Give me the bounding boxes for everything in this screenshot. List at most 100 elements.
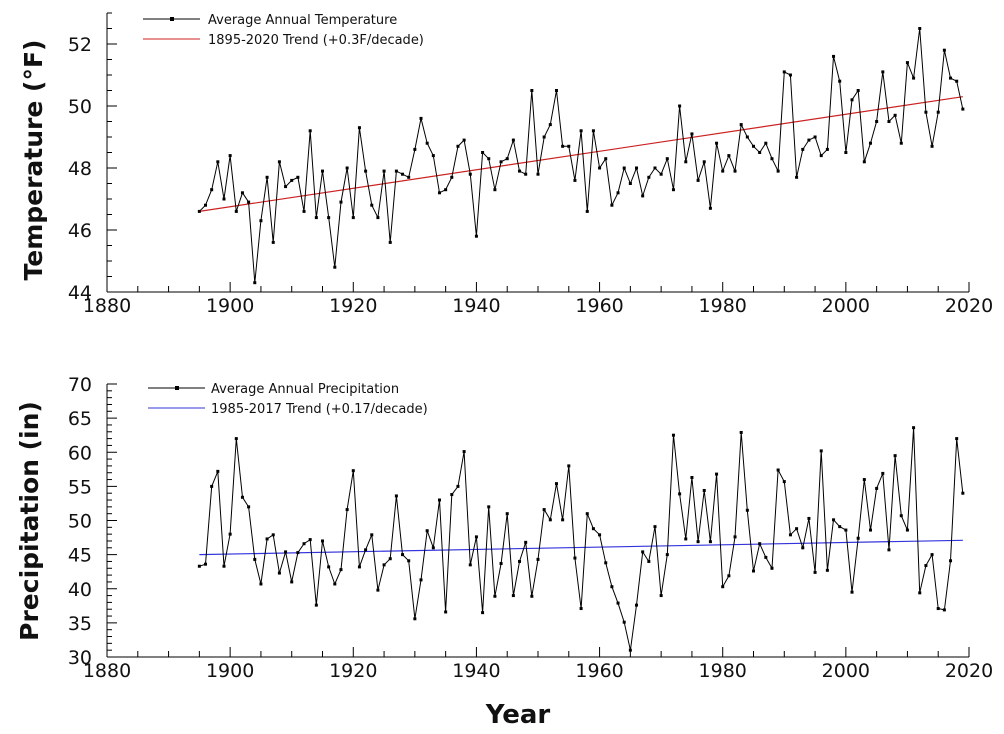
precipitation-data-point (622, 620, 626, 624)
precipitation-legend-series-label: Average Annual Precipitation (211, 382, 399, 397)
precipitation-data-point (598, 533, 602, 537)
temperature-data-point (727, 154, 731, 158)
precipitation-y-tick-label: 65 (68, 408, 92, 430)
temperature-data-point (635, 166, 639, 170)
precipitation-data-point (819, 449, 823, 453)
temperature-data-point (585, 209, 589, 213)
temperature-data-point (247, 200, 251, 204)
precipitation-data-point (813, 570, 817, 574)
temperature-data-point (868, 141, 872, 145)
temperature-data-point (770, 157, 774, 161)
precipitation-data-point (745, 508, 749, 512)
precipitation-data-point (444, 610, 448, 614)
temperature-data-point (481, 151, 485, 154)
precipitation-data-point (739, 430, 743, 434)
temperature-data-point (881, 70, 885, 74)
precipitation-data-point (678, 492, 682, 496)
precipitation-data-point (394, 494, 398, 498)
temperature-x-tick-label: 1960 (575, 295, 623, 317)
temperature-data-point (536, 172, 540, 176)
temperature-y-tick-label: 46 (68, 220, 92, 242)
precipitation-y-axis-title: Precipitation (in) (15, 401, 44, 641)
temperature-y-axis-title: Temperature (°F) (19, 40, 48, 281)
temperature-data-point (795, 175, 799, 179)
precipitation-data-point (327, 565, 331, 569)
temperature-y-tick-label: 50 (68, 96, 92, 118)
precipitation-data-point (715, 472, 719, 476)
temperature-data-point (659, 172, 663, 176)
temperature-data-point (253, 281, 257, 285)
precipitation-data-point (468, 563, 472, 567)
temperature-data-point (345, 166, 349, 170)
precipitation-data-point (413, 617, 417, 621)
temperature-panel: 1880 1900 1920 1940 1960 1980 2000 2020 44 46 48 50… (0, 0, 1004, 317)
precipitation-data-point (776, 468, 780, 472)
precipitation-data-point (844, 528, 848, 532)
precipitation-data-point (487, 505, 491, 509)
temperature-data-point (474, 234, 478, 238)
precipitation-data-point (850, 590, 854, 594)
precipitation-data-point (333, 582, 337, 586)
precipitation-data-point (370, 533, 374, 537)
precipitation-data-point (727, 574, 731, 578)
precipitation-data-point (832, 518, 836, 522)
precipitation-data-point (530, 594, 534, 598)
temperature-data-point (936, 110, 940, 114)
temperature-data-point (487, 157, 491, 161)
temperature-data-point (708, 206, 712, 210)
precipitation-series (197, 426, 965, 652)
temperature-data-point (893, 113, 897, 117)
precipitation-data-point (308, 538, 312, 542)
temperature-data-point (561, 144, 565, 148)
precipitation-data-point (930, 553, 934, 557)
precipitation-data-point (659, 594, 663, 598)
temperature-x-tick-label: 1920 (329, 295, 377, 317)
temperature-data-point (764, 141, 768, 145)
temperature-data-point (456, 144, 460, 148)
precipitation-data-point (610, 585, 614, 589)
temperature-data-point (591, 129, 595, 133)
precipitation-data-point (216, 469, 220, 473)
temperature-data-point (875, 120, 879, 123)
temperature-data-point (616, 191, 620, 195)
temperature-data-point (721, 169, 725, 173)
temperature-data-point (277, 160, 281, 164)
precipitation-axes: 1880 1900 1920 1940 1960 1980 2000 2020 30 35 40 45… (68, 374, 993, 682)
temperature-data-point (690, 132, 694, 136)
temperature-data-point (271, 240, 275, 244)
temperature-x-tick-label: 2000 (822, 295, 870, 317)
temperature-data-point (339, 200, 343, 204)
precipitation-data-point (247, 505, 251, 509)
precipitation-data-point (573, 556, 577, 560)
precipitation-data-point (702, 488, 706, 492)
precipitation-trend-line (199, 539, 963, 556)
precipitation-data-point (825, 568, 829, 572)
precipitation-data-point (788, 533, 792, 537)
temperature-x-tick-label: 1980 (699, 295, 747, 317)
precipitation-x-axis-title: Year (485, 700, 551, 730)
precipitation-x-tick-label: 1880 (83, 660, 131, 682)
precipitation-y-tick-label: 50 (68, 511, 92, 533)
precipitation-data-point (961, 491, 965, 495)
temperature-data-point (807, 138, 811, 142)
precipitation-data-point (807, 516, 811, 520)
precipitation-data-point (518, 559, 522, 563)
temperature-data-point (234, 209, 238, 213)
temperature-x-tick-label: 1900 (206, 295, 254, 317)
temperature-data-point (949, 76, 953, 80)
temperature-data-point (887, 120, 891, 123)
temperature-trend-line (199, 96, 963, 212)
temperature-data-point (314, 216, 318, 220)
precipitation-data-point (616, 601, 620, 605)
precipitation-data-point (388, 557, 392, 561)
temperature-data-point (598, 166, 602, 170)
temperature-data-point (401, 172, 405, 176)
precipitation-data-point (536, 557, 540, 561)
temperature-data-point (844, 151, 848, 154)
temperature-data-point (604, 157, 608, 161)
temperature-data-point (222, 197, 226, 201)
temperature-data-point (530, 89, 534, 92)
temperature-data-point (204, 203, 208, 207)
temperature-data-point (228, 154, 232, 158)
